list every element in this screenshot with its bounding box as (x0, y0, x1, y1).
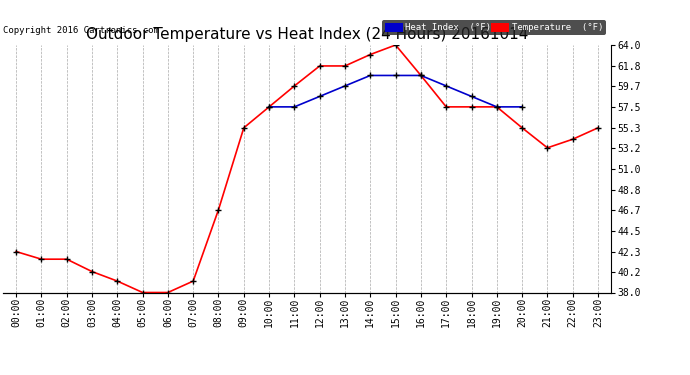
Title: Outdoor Temperature vs Heat Index (24 Hours) 20161014: Outdoor Temperature vs Heat Index (24 Ho… (86, 27, 529, 42)
Text: Copyright 2016 Cartronics.com: Copyright 2016 Cartronics.com (3, 26, 159, 35)
Legend: Heat Index  (°F), Temperature  (°F): Heat Index (°F), Temperature (°F) (382, 20, 606, 35)
